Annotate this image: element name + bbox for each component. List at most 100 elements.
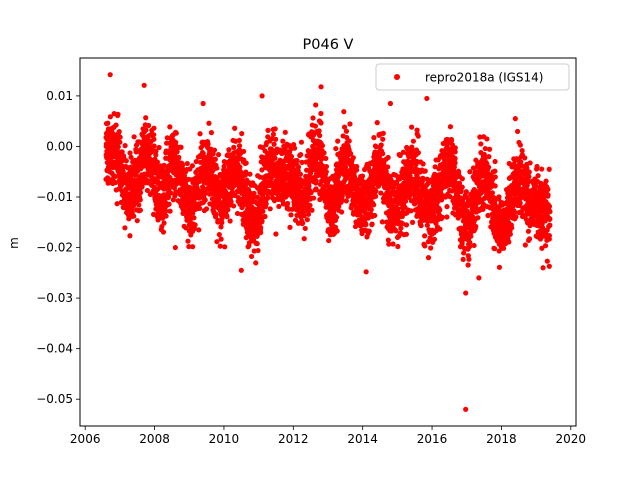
data-point — [272, 126, 278, 132]
data-point — [419, 208, 426, 215]
data-point — [514, 128, 521, 135]
data-point — [167, 124, 173, 130]
data-point — [299, 159, 305, 165]
data-point — [122, 225, 128, 231]
data-point — [359, 173, 366, 179]
data-point — [333, 145, 339, 152]
data-point — [200, 150, 206, 157]
x-tick-label: 2008 — [139, 432, 170, 446]
data-point — [300, 220, 306, 226]
data-point — [226, 147, 232, 153]
data-point — [484, 136, 490, 142]
data-point — [112, 173, 118, 180]
data-point — [343, 198, 349, 204]
data-point — [375, 183, 381, 189]
data-point — [237, 164, 243, 170]
data-point — [378, 142, 384, 148]
data-point — [258, 230, 264, 236]
data-point — [143, 115, 149, 121]
data-point — [227, 218, 233, 224]
data-point — [301, 236, 307, 242]
data-point — [173, 130, 179, 136]
data-point — [336, 203, 342, 209]
data-point — [191, 215, 197, 221]
data-point — [371, 135, 377, 141]
chart-title: P046 V — [303, 37, 354, 53]
legend-box — [375, 63, 570, 91]
data-point — [323, 155, 329, 162]
data-point — [255, 247, 261, 254]
data-point — [547, 209, 553, 215]
data-point — [489, 190, 496, 196]
y-tick-label: −0.03 — [36, 291, 73, 305]
data-point — [463, 406, 469, 412]
data-point — [341, 124, 348, 130]
data-point — [151, 125, 157, 131]
data-point — [214, 239, 220, 245]
data-point — [527, 160, 533, 166]
data-point — [465, 262, 471, 268]
y-tick-label: −0.02 — [36, 241, 73, 255]
data-point — [273, 136, 279, 142]
data-point — [431, 236, 438, 242]
data-point — [372, 212, 378, 219]
x-tick-label: 2010 — [209, 432, 240, 446]
data-point — [420, 161, 426, 167]
data-point — [131, 213, 137, 219]
data-point — [288, 153, 295, 160]
data-point — [298, 139, 305, 145]
data-point — [161, 220, 167, 226]
data-point — [137, 197, 143, 203]
legend-label: repro2018a (IGS14) — [425, 71, 543, 85]
data-point — [447, 194, 453, 200]
data-point — [136, 202, 142, 208]
data-point — [467, 243, 473, 250]
data-point — [236, 143, 243, 149]
data-point — [289, 206, 295, 212]
data-point — [284, 200, 291, 207]
x-tick-label: 2018 — [486, 432, 517, 446]
data-point — [260, 208, 266, 214]
data-point — [117, 139, 123, 145]
data-point — [254, 194, 261, 200]
data-point — [319, 143, 326, 149]
data-point — [422, 168, 428, 174]
data-point — [369, 221, 375, 227]
data-point — [452, 149, 458, 155]
data-point — [251, 190, 257, 196]
data-point — [363, 269, 369, 275]
data-point — [522, 242, 528, 248]
data-point — [243, 160, 249, 166]
data-point — [309, 207, 315, 213]
data-point — [122, 143, 128, 149]
data-point — [259, 167, 265, 173]
data-point — [518, 159, 524, 165]
data-point — [424, 222, 430, 228]
data-point — [492, 158, 498, 165]
data-point — [420, 175, 426, 181]
data-point — [343, 128, 350, 134]
data-point — [539, 166, 545, 172]
data-point — [496, 194, 502, 200]
data-point — [295, 164, 302, 170]
data-point — [163, 208, 169, 214]
data-point — [200, 100, 206, 107]
data-point — [298, 183, 304, 189]
data-point — [313, 186, 319, 192]
data-point — [294, 158, 300, 164]
data-point — [153, 148, 159, 154]
data-point — [337, 150, 344, 156]
plot-frame — [79, 57, 577, 427]
data-point — [306, 183, 312, 189]
data-point — [318, 84, 324, 90]
data-point — [386, 241, 392, 247]
data-point — [519, 148, 525, 154]
data-point — [459, 240, 465, 247]
x-axis-ticks: 2006 2008 2010 2012 2014 2016 2018 2020 — [70, 426, 586, 446]
data-point — [347, 121, 353, 127]
data-point — [547, 222, 553, 228]
data-point — [248, 253, 255, 260]
data-point — [165, 194, 172, 200]
data-point — [461, 250, 467, 256]
data-point — [231, 144, 237, 150]
